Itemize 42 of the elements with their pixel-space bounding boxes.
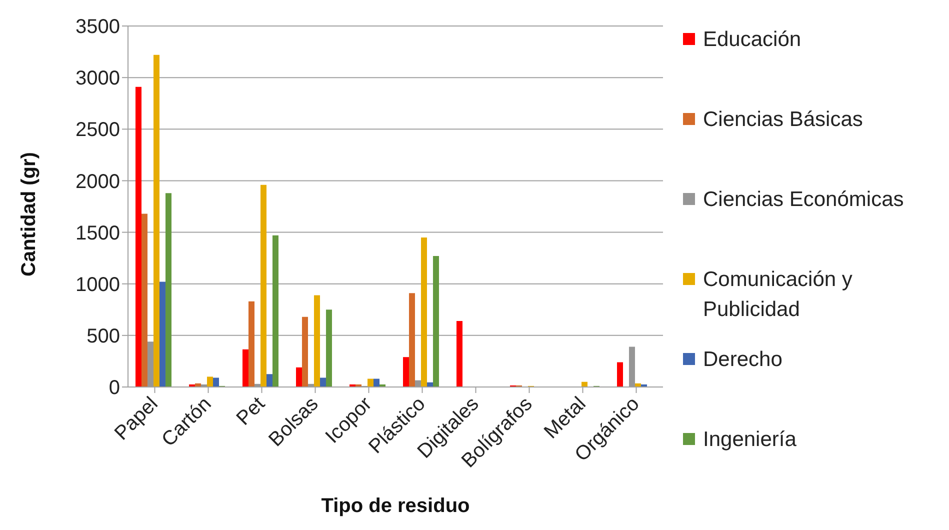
y-axis-title: Cantidad (gr) [18, 152, 40, 276]
bar [206, 376, 213, 387]
y-tick-label: 1500 [76, 222, 120, 244]
bar [296, 367, 302, 387]
bar [165, 193, 172, 387]
bar [326, 310, 332, 387]
bar [266, 374, 272, 387]
y-tick-label: 3000 [76, 68, 120, 90]
legend-label: Comunicación y Publicidad [703, 267, 854, 323]
y-tick-label: 1000 [76, 274, 120, 296]
bar [408, 293, 415, 387]
legend-label: Derecho [703, 347, 782, 373]
legend-label: Ciencias Básicas [703, 107, 863, 133]
legend-label: Educación [703, 27, 802, 53]
bar [373, 378, 380, 387]
y-tick-label: 2500 [76, 119, 120, 142]
bar [432, 256, 439, 387]
x-axis-title: Tipo de residuo [321, 495, 470, 517]
y-tick-label: 0 [108, 377, 120, 400]
y-tick-label: 500 [86, 326, 120, 348]
bar [242, 349, 248, 387]
bar [135, 86, 142, 387]
bar [153, 54, 160, 387]
bar [314, 295, 320, 387]
bar [302, 316, 308, 387]
bar [248, 301, 254, 387]
bar [616, 362, 623, 387]
bar [367, 378, 374, 387]
bar [212, 378, 219, 387]
y-tick-label: 3500 [76, 16, 120, 38]
legend-label: Ingeniería [703, 427, 796, 453]
x-tick-label: Pet [232, 392, 270, 430]
bar [159, 282, 166, 387]
bar [420, 237, 427, 387]
bar [141, 214, 148, 387]
bar [402, 357, 409, 387]
bar [320, 378, 326, 387]
y-tick-label: 2000 [76, 170, 120, 193]
bar [456, 320, 462, 387]
legend-label: Ciencias Económicas [703, 187, 904, 213]
bar [272, 235, 278, 387]
bar [260, 184, 266, 387]
